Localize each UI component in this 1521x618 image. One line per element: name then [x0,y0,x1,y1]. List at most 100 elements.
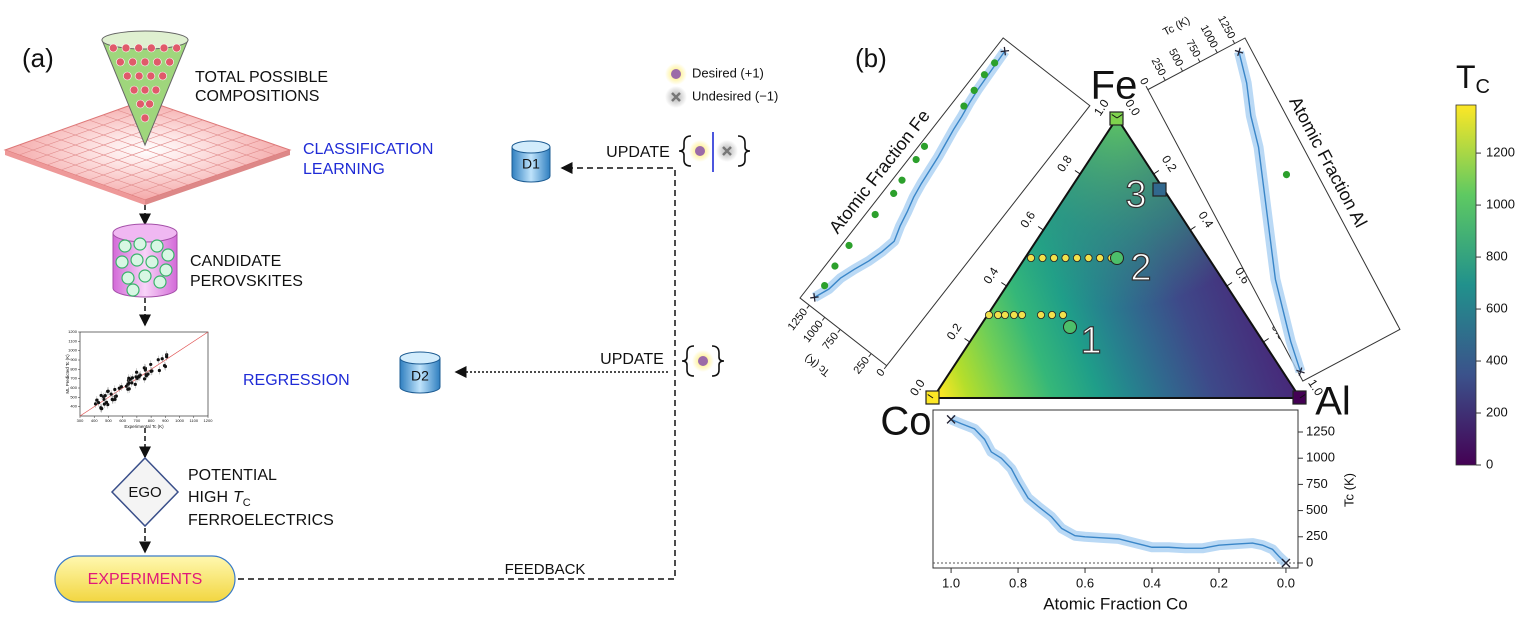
x-axis-label: Experimental Tc (K) [124,424,164,429]
dot-deco [1084,253,1093,262]
tick [868,353,872,358]
endpoint [1234,47,1244,57]
cone [101,30,189,147]
vertex-label: Co [880,400,931,444]
axis-tick-label: 0.8 [1054,152,1075,174]
dot-deco [1073,253,1082,262]
dot-deco [134,370,139,374]
dot-deco [1059,310,1068,319]
tick [1189,226,1196,231]
dot-deco [146,71,156,81]
dot-deco [130,381,134,385]
line [950,418,1287,564]
tick [1180,67,1184,72]
dot-deco [151,85,161,95]
grid-plane [3,99,292,205]
tick [1162,76,1166,81]
label: LEARNING [303,161,385,178]
dot-deco [109,43,118,53]
dot-deco [160,357,164,361]
y-tick-label: 500 [70,394,77,399]
vertex-label: Al [1315,380,1351,424]
dot-deco [143,368,147,372]
label: D2 [411,368,429,384]
x-tick-label: 1100 [189,418,198,423]
dot-deco [1001,310,1010,319]
plot-frame [799,37,1091,367]
dot-deco [1061,253,1070,262]
dot-deco [127,387,131,391]
y-axis-label: Tc (K) [1161,15,1192,39]
dot-deco [140,85,150,95]
x-tick-label: 0.0 [1277,575,1295,590]
x-tick-label: 900 [162,418,169,423]
dot-deco [1018,310,1027,319]
label: POTENTIAL [188,467,277,484]
colorbar-tick-label: 600 [1486,300,1508,315]
dot-deco [127,376,131,380]
x-tick-label: 1.0 [942,575,960,590]
dot-deco [162,363,167,368]
label: T [233,489,244,506]
dot-deco [113,394,117,399]
dot-deco [1048,310,1057,319]
point [890,189,898,198]
colorbar-tick-label: 800 [1486,248,1508,263]
dot-deco [115,255,129,269]
dot-deco [102,397,106,402]
dot-deco [118,239,132,253]
dot-deco [142,377,147,381]
y-tick-label: 700 [70,376,77,381]
tick [1197,58,1201,63]
tick [1263,338,1269,343]
grid-line-deco [130,144,276,196]
y-tick-label: 750 [1183,38,1202,60]
y-tick-label: 1100 [68,338,77,343]
tick [883,365,888,370]
y-axis-label: ML Predicted Tc (K) [65,354,70,394]
dot-deco [128,57,137,67]
dot-deco [127,381,131,385]
colorbar-tick-label: 400 [1486,352,1508,367]
dot-deco [165,57,174,67]
dot-deco [100,407,104,411]
y-tick-label: 250 [1306,528,1328,543]
x-tick-label: 400 [91,418,98,423]
ternary [925,111,1307,405]
dot-deco [137,375,141,379]
feedback-path [238,162,676,580]
tick [821,317,826,321]
tick [806,304,810,309]
ego-diamond [110,456,180,528]
y-tick-label: 1000 [68,348,78,353]
label: CLASSIFICATION [303,141,433,158]
colorbar-tick-label: 1000 [1486,197,1515,212]
tick [1145,85,1149,90]
grid-line-deco [74,124,218,176]
dot-deco [147,43,156,53]
x-tick-label: 1200 [204,418,214,423]
y-tick-label: 0 [874,367,887,379]
experiments-box [54,555,236,603]
dot-deco [133,237,147,251]
tick [1001,282,1007,287]
dot-deco [1027,253,1036,262]
marker-label: 2 [1130,247,1151,289]
x-tick-label: 800 [148,418,155,423]
label: CANDIDATE [190,253,281,270]
legend-label: Undesired (−1) [692,88,778,103]
dot-deco [159,43,169,53]
dot-deco [134,71,144,81]
dot-deco [134,43,143,53]
grid-line-deco [116,139,262,191]
dot-deco [149,362,153,367]
y-tick-label: 500 [1306,502,1328,517]
endpoint [1296,367,1305,376]
x-tick-label: 300 [77,418,84,423]
dot-deco [145,99,154,109]
dot-deco [145,255,159,269]
plot-frame [1147,37,1401,382]
colorbar-label: T [1456,59,1476,95]
